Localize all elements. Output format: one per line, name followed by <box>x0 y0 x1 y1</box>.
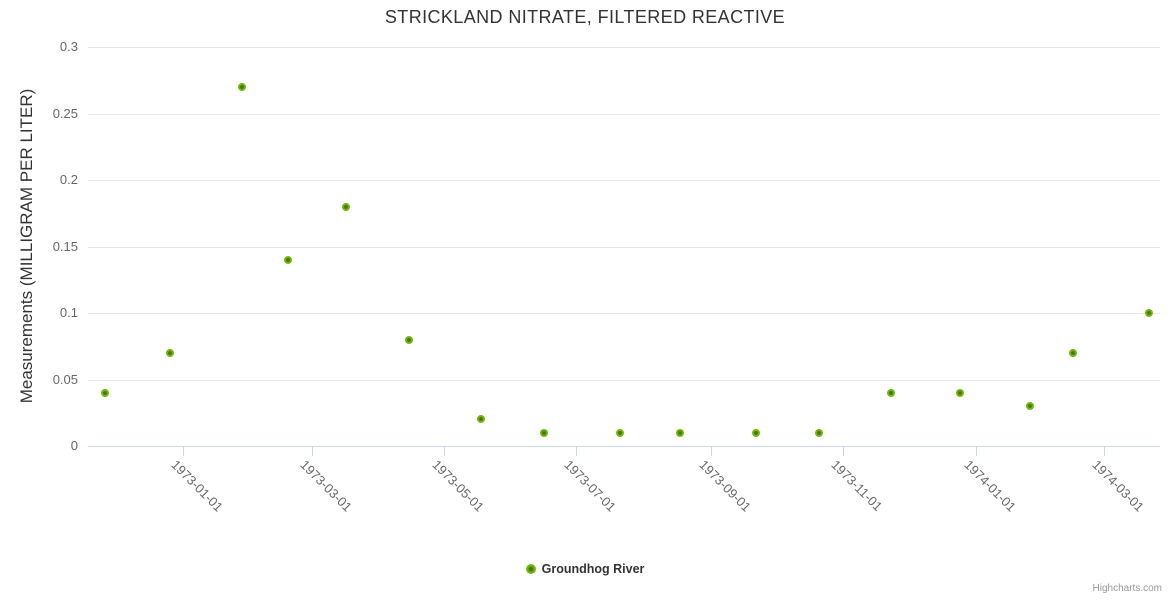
data-point[interactable] <box>1145 309 1154 317</box>
data-point[interactable] <box>405 335 414 344</box>
y-gridline <box>88 180 1160 181</box>
chart-title: STRICKLAND NITRATE, FILTERED REACTIVE <box>384 7 786 27</box>
y-axis-label: 0.1 <box>59 305 78 320</box>
data-point[interactable] <box>1025 402 1034 411</box>
x-axis-label: 1974-03-01 <box>1088 457 1147 515</box>
x-axis-tick <box>311 447 313 456</box>
x-axis-label: 1973-07-01 <box>561 457 620 515</box>
data-point[interactable] <box>886 388 895 397</box>
data-point[interactable] <box>101 388 110 397</box>
x-axis-line <box>88 446 1160 447</box>
x-axis-tick <box>183 447 185 456</box>
data-point[interactable] <box>238 82 247 91</box>
x-axis-tick <box>443 447 445 456</box>
x-axis-tick <box>576 447 578 456</box>
y-gridline <box>88 113 1160 115</box>
x-axis-tick <box>843 447 845 456</box>
data-point[interactable] <box>539 428 548 437</box>
y-gridline <box>88 313 1160 314</box>
y-gridline <box>88 47 1160 48</box>
x-axis-tick <box>1103 447 1105 456</box>
y-axis-label: 0.05 <box>52 371 78 387</box>
x-axis-label: 1973-01-01 <box>168 457 227 515</box>
legend-item-groundhog-river[interactable]: Groundhog River <box>525 562 645 576</box>
x-axis-tick <box>710 447 712 456</box>
legend-label: Groundhog River <box>541 562 645 576</box>
x-axis-label: 1974-01-01 <box>960 457 1019 515</box>
y-axis-label: 0.2 <box>59 172 78 187</box>
x-axis-label: 1973-09-01 <box>696 457 754 515</box>
legend: Groundhog River <box>0 562 1170 576</box>
data-point[interactable] <box>342 202 351 211</box>
y-gridline <box>88 246 1160 248</box>
y-axis-label: 0.15 <box>52 238 78 254</box>
data-point[interactable] <box>956 388 965 397</box>
y-axis-label: 0.25 <box>52 105 78 121</box>
data-point[interactable] <box>166 348 175 357</box>
x-axis-label: 1973-05-01 <box>429 457 487 515</box>
data-point[interactable] <box>676 428 685 437</box>
x-axis-label: 1973-11-01 <box>828 457 886 514</box>
y-axis-label: 0 <box>70 438 78 453</box>
highcharts-credits-link[interactable]: Highcharts.com <box>1092 583 1162 594</box>
x-axis-label: 1973-03-01 <box>296 457 355 515</box>
data-point[interactable] <box>815 428 824 437</box>
y-axis-label: 0.3 <box>59 39 78 54</box>
data-point[interactable] <box>1069 348 1078 357</box>
data-point[interactable] <box>752 428 761 437</box>
data-point[interactable] <box>615 428 624 437</box>
data-point[interactable] <box>476 415 485 424</box>
legend-marker-icon <box>525 564 536 574</box>
x-axis-tick <box>975 447 977 456</box>
y-gridline <box>88 379 1160 381</box>
data-point[interactable] <box>283 255 292 264</box>
